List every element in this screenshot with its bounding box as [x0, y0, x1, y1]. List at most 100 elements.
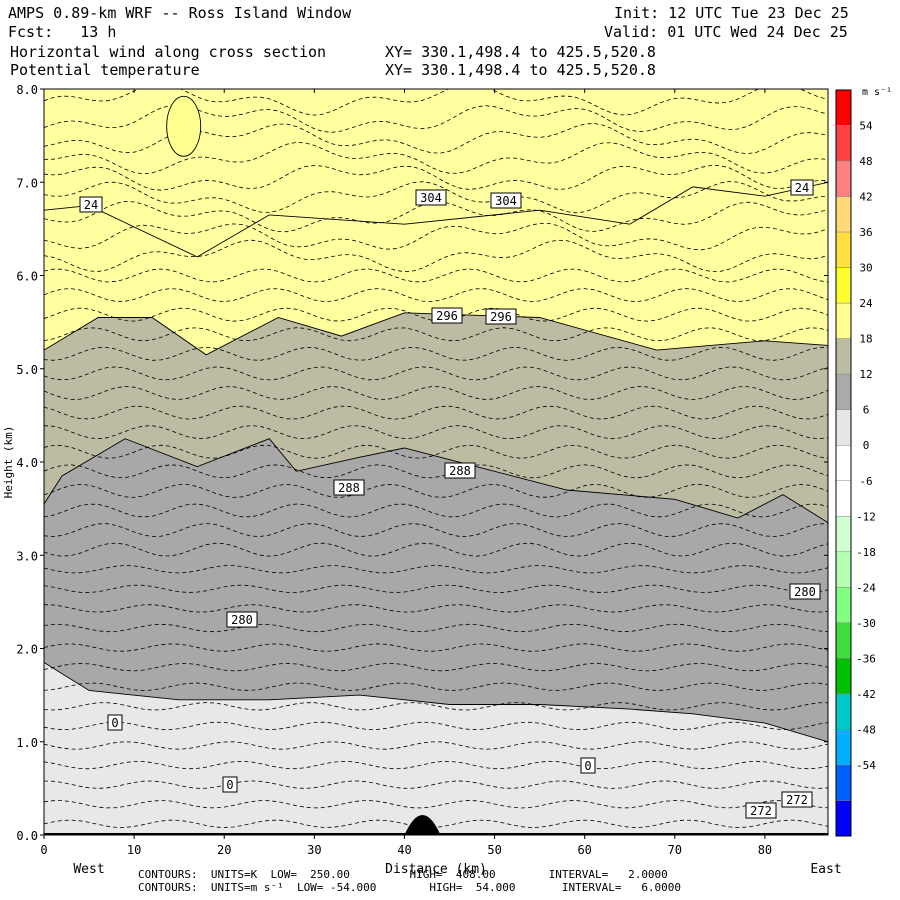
- y-tick-label: 4.0: [16, 456, 38, 470]
- theta-isentrope: [44, 122, 828, 155]
- wind-band-3: [44, 661, 828, 835]
- colorbar-swatch: [835, 587, 852, 624]
- theta-isentrope: [44, 604, 828, 613]
- colorbar-label: 0: [863, 439, 870, 452]
- wind-contour-label-box: [79, 196, 103, 213]
- theta-isentrope: [44, 181, 828, 214]
- colorbar-label: -54: [856, 759, 876, 772]
- colorbar-swatch: [835, 409, 852, 446]
- theta-contour-label-box: [781, 791, 813, 808]
- theta-isentrope: [44, 741, 828, 750]
- wind-contour-label: 0: [111, 716, 118, 730]
- colorbar-label: 18: [859, 333, 872, 346]
- colorbar-swatch: [835, 729, 852, 766]
- colorbar-label: 48: [859, 155, 872, 168]
- colorbar-label: 36: [859, 226, 872, 239]
- colorbar-label: 42: [859, 191, 872, 204]
- theta-isentrope: [44, 503, 828, 518]
- colorbar-label: 54: [859, 120, 873, 133]
- theta-contour-label: 288: [449, 464, 471, 478]
- theta-isentrope: [44, 702, 828, 711]
- theta-isentrope: [44, 721, 828, 731]
- theta-isentrope: [44, 444, 828, 459]
- footer-theta-contours: CONTOURS: UNITS=K LOW= 250.00 HIGH= 408.…: [138, 868, 668, 881]
- theta-isentrope: [44, 542, 828, 557]
- theta-isentrope: [44, 662, 828, 672]
- theta-contour-label: 272: [786, 793, 808, 807]
- wind-contour-label-box: [790, 179, 814, 196]
- theta-isentrope: [44, 104, 828, 133]
- theta-contour-label: 280: [794, 585, 816, 599]
- x-tick-label: 30: [307, 843, 321, 857]
- wind-contour-label-box: [107, 714, 123, 731]
- colorbar-label: -36: [856, 652, 876, 665]
- theta-isentrope: [44, 327, 828, 342]
- colorbar-label: -6: [859, 475, 872, 488]
- theta-contour-label-box: [431, 307, 463, 324]
- x-tick-label: 80: [758, 843, 772, 857]
- colorbar-label: -18: [856, 546, 876, 559]
- colorbar-swatch: [835, 658, 852, 695]
- y-tick-label: 7.0: [16, 176, 38, 190]
- colorbar-swatch: [835, 764, 852, 801]
- theta-isentrope: [44, 565, 828, 574]
- theta-isentrope: [44, 425, 828, 440]
- x-end-label-west: West: [73, 862, 104, 877]
- colorbar-label: -42: [856, 688, 876, 701]
- theta-contour-label-box: [226, 611, 258, 628]
- x-end-label-east: East: [810, 862, 841, 877]
- colorbar-swatch: [835, 693, 852, 730]
- y-tick-label: 1.0: [16, 736, 38, 750]
- theta-isentrope: [44, 682, 828, 691]
- theta-isentrope: [44, 819, 828, 828]
- x-tick-label: 20: [217, 843, 231, 857]
- theta-contour-label: 288: [338, 481, 360, 495]
- x-tick-label: 70: [668, 843, 682, 857]
- x-tick-label: 0: [40, 843, 47, 857]
- theta-contour-label-box: [745, 802, 777, 819]
- colorbar-label: -30: [856, 617, 876, 630]
- colorbar-swatch: [835, 480, 852, 517]
- colorbar-label: -12: [856, 510, 876, 523]
- theta-isentrope: [44, 346, 828, 361]
- colorbar-swatch: [835, 302, 852, 339]
- colorbar-swatch: [835, 160, 852, 197]
- colorbar-swatch: [835, 196, 852, 233]
- x-axis-title: Distance (km): [385, 862, 487, 877]
- x-tick-label: 10: [127, 843, 141, 857]
- theta-isentrope: [44, 584, 828, 593]
- wind-contour-label: 0: [584, 759, 591, 773]
- theta-isentrope: [44, 89, 828, 116]
- colorbar-units: m s⁻¹: [862, 87, 892, 98]
- colorbar-swatch: [835, 338, 852, 375]
- theta-isentrope: [44, 223, 828, 251]
- wind-contour-label: 24: [795, 181, 809, 195]
- theta-contour-label: 272: [750, 804, 772, 818]
- theta-isentrope: [44, 483, 828, 498]
- theta-contour-label: 304: [495, 194, 517, 208]
- y-tick-label: 3.0: [16, 549, 38, 563]
- field-2-title: Potential temperature: [10, 61, 200, 79]
- theta-isentrope: [44, 523, 828, 538]
- theta-contour-label-box: [485, 308, 517, 325]
- colorbar-label: 24: [859, 297, 873, 310]
- theta-contour-label: 296: [436, 309, 458, 323]
- y-tick-label: 5.0: [16, 363, 38, 377]
- colorbar-label: -24: [856, 581, 876, 594]
- theta-isentrope: [44, 201, 828, 233]
- theta-isentrope: [44, 760, 828, 770]
- colorbar-swatch: [835, 800, 852, 837]
- theta-isentrope: [44, 780, 828, 789]
- colorbar-swatch: [835, 551, 852, 588]
- colorbar-label: 30: [859, 262, 872, 275]
- wind-contour-label-box: [222, 776, 238, 793]
- theta-isentrope: [44, 464, 828, 479]
- theta-isentrope: [44, 268, 828, 283]
- theta-isentrope: [44, 405, 828, 420]
- theta-contour-label-box: [490, 192, 522, 209]
- theta-contour-label-box: [415, 189, 447, 206]
- x-tick-label: 40: [397, 843, 411, 857]
- theta-contour-label-box: [789, 583, 821, 600]
- x-tick-label: 50: [487, 843, 501, 857]
